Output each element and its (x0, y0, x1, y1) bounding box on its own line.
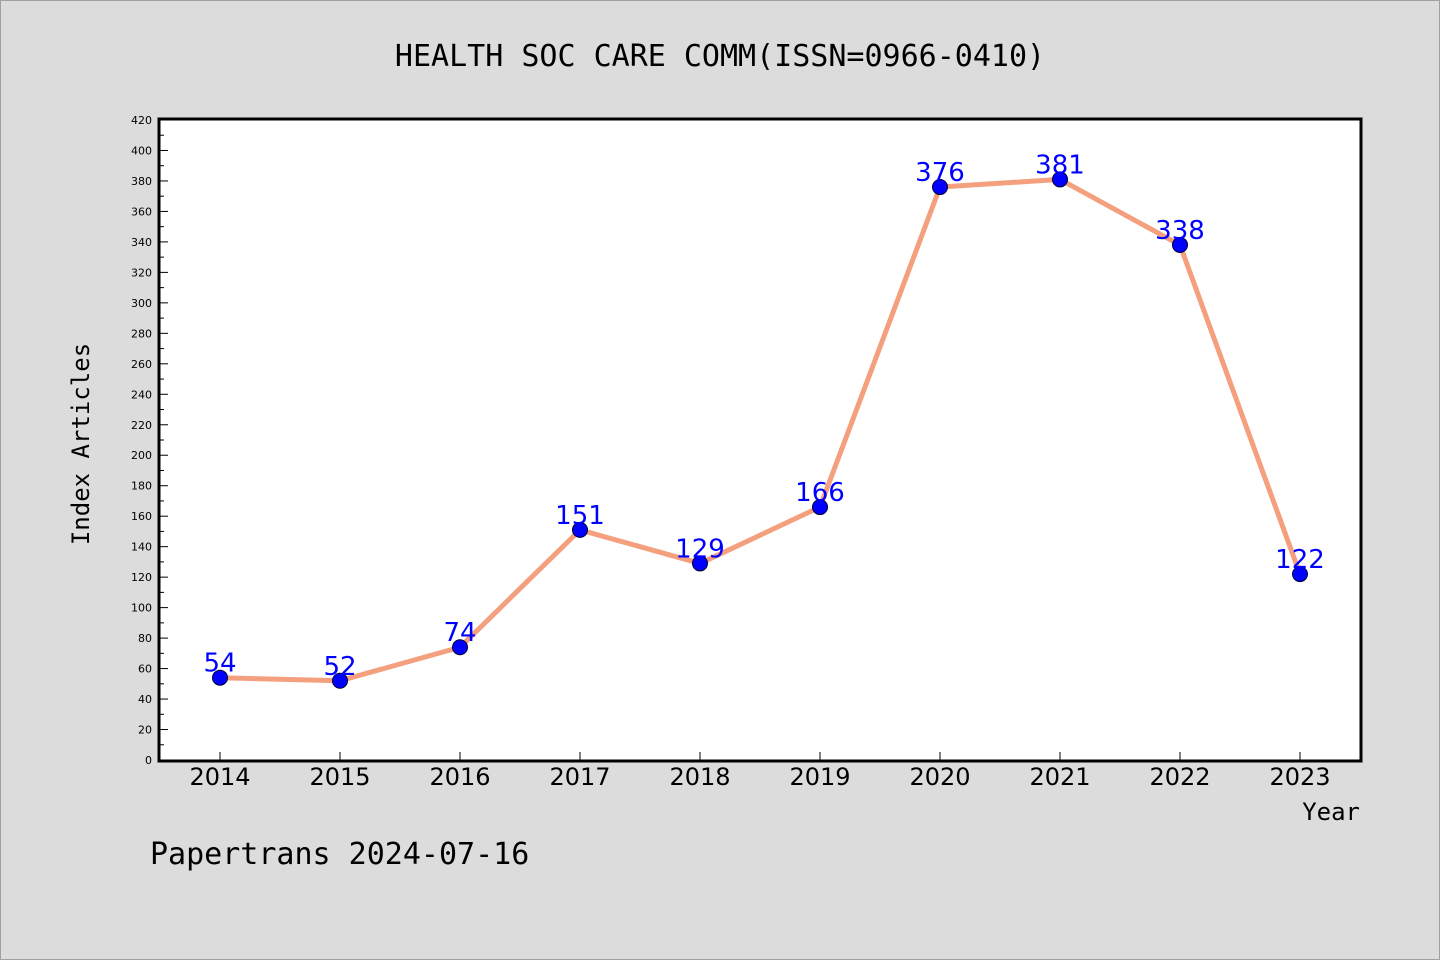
y-tick-label: 60 (138, 663, 152, 676)
data-point-marker (1172, 236, 1188, 253)
x-tick-label: 2017 (549, 763, 610, 791)
data-label: 376 (915, 158, 965, 188)
x-axis: 2014 2015 2016 2017 2018 2019 2020 2021 2022 2023 (189, 752, 1331, 791)
y-tick-label: 180 (131, 480, 152, 493)
y-tick-label: 280 (131, 327, 152, 340)
data-label: 381 (1035, 150, 1085, 180)
series-markers-group (212, 171, 1308, 689)
x-axis-title: Year (1302, 798, 1360, 826)
chart-title: HEALTH SOC CARE COMM(ISSN=0966-0410) (395, 39, 1045, 74)
y-tick-label: 420 (131, 114, 152, 127)
y-tick-label: 140 (131, 541, 152, 554)
y-tick-label: 200 (131, 449, 152, 462)
data-label: 338 (1155, 216, 1205, 246)
data-label: 52 (323, 652, 356, 682)
data-label: 122 (1275, 545, 1325, 575)
series-line (219, 176, 1303, 684)
x-tick-label: 2019 (789, 763, 850, 791)
y-tick-label: 160 (131, 510, 152, 523)
y-tick-label: 380 (131, 175, 152, 188)
data-point-marker (1292, 566, 1308, 583)
y-tick-label: 340 (131, 236, 152, 249)
y-tick-label: 400 (131, 144, 152, 157)
data-point-marker (332, 672, 348, 689)
y-axis: 0 20 40 60 80 100 120 140 160 180 200 220 240 260 280 3… (131, 114, 168, 767)
y-tick-label: 240 (131, 388, 152, 401)
y-tick-label: 360 (131, 205, 152, 218)
data-point-marker (212, 669, 228, 686)
x-tick-label: 2021 (1029, 763, 1090, 791)
data-label: 151 (555, 501, 605, 531)
y-tick-label: 120 (131, 571, 152, 584)
x-tick-label: 2015 (309, 763, 370, 791)
data-label: 54 (203, 649, 236, 679)
series-line-group (219, 176, 1303, 684)
x-tick-label: 2022 (1149, 763, 1210, 791)
y-tick-label: 40 (138, 693, 152, 706)
x-tick-label: 2020 (909, 763, 970, 791)
data-point-marker (932, 179, 948, 196)
data-point-marker (812, 499, 828, 516)
data-label: 129 (675, 534, 725, 564)
footer-credit: Papertrans 2024-07-16 (150, 837, 529, 872)
data-point-marker (452, 639, 468, 656)
y-tick-label: 300 (131, 297, 152, 310)
data-labels-group: 54 52 74 151 129 166 376 381 338 122 (203, 150, 1324, 681)
x-tick-label: 2023 (1269, 763, 1330, 791)
y-tick-label: 20 (138, 724, 152, 737)
y-axis-title: Index Articles (67, 343, 95, 545)
y-tick-label: 220 (131, 419, 152, 432)
y-tick-label: 0 (145, 754, 152, 767)
x-tick-label: 2014 (189, 763, 250, 791)
x-tick-label: 2018 (669, 763, 730, 791)
data-label: 166 (795, 478, 845, 508)
y-tick-label: 320 (131, 266, 152, 279)
data-label: 74 (443, 618, 476, 648)
y-tick-label: 80 (138, 632, 152, 645)
plot-area (157, 117, 1363, 763)
data-point-marker (572, 521, 588, 538)
data-point-marker (692, 555, 708, 572)
y-tick-label: 260 (131, 358, 152, 371)
x-tick-label: 2016 (429, 763, 490, 791)
y-tick-label: 100 (131, 602, 152, 615)
data-point-marker (1052, 171, 1068, 188)
